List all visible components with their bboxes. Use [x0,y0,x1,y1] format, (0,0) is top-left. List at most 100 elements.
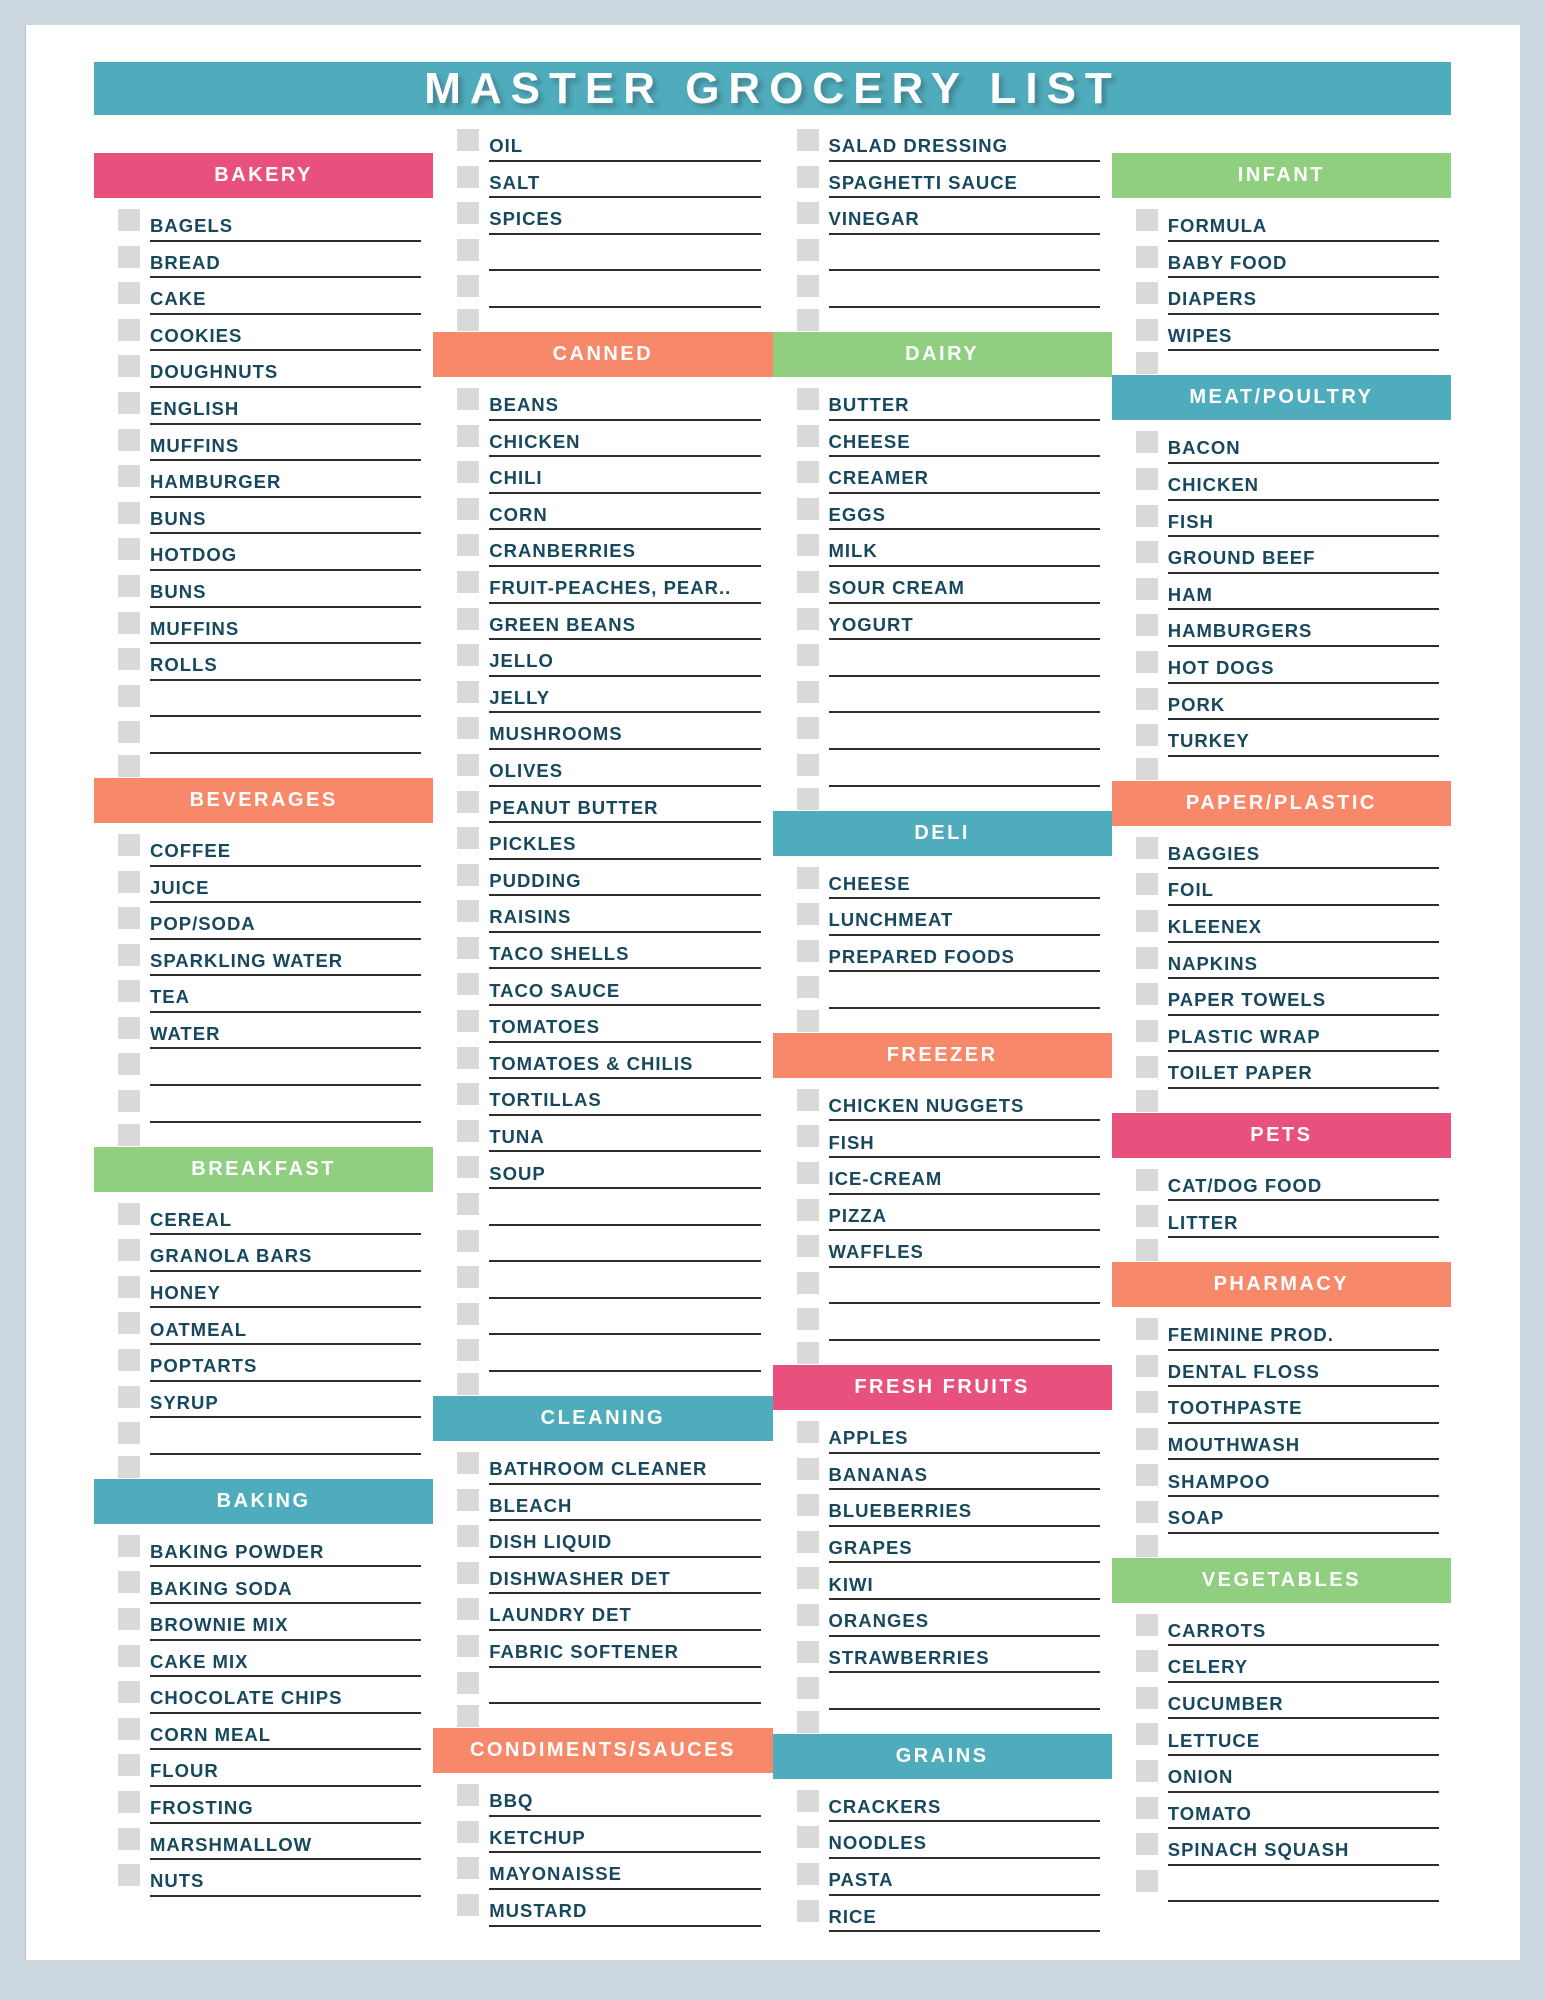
item-checkbox[interactable] [796,1604,819,1626]
item-checkbox[interactable] [118,980,140,1003]
item-checkbox[interactable] [1135,1833,1158,1856]
item-checkbox[interactable] [1135,1650,1158,1673]
item-checkbox[interactable] [457,936,480,959]
item-checkbox[interactable] [796,1271,819,1294]
item-checkbox[interactable] [457,1784,480,1807]
item-checkbox[interactable] [1135,1534,1158,1557]
item-checkbox[interactable] [796,534,819,557]
item-checkbox[interactable] [1135,1318,1158,1341]
item-checkbox[interactable] [796,939,819,962]
item-checkbox[interactable] [796,1009,819,1032]
item-checkbox[interactable] [118,1422,140,1445]
item-checkbox[interactable] [1135,1168,1158,1191]
item-checkbox[interactable] [796,1421,819,1444]
item-checkbox[interactable] [118,1202,140,1225]
item-checkbox[interactable] [796,680,819,703]
item-checkbox[interactable] [118,209,140,231]
item-checkbox[interactable] [1135,467,1158,490]
item-checkbox[interactable] [796,1494,819,1517]
item-checkbox[interactable] [457,238,480,261]
item-checkbox[interactable] [1135,245,1158,268]
item-checkbox[interactable] [457,1820,480,1843]
item-checkbox[interactable] [796,1826,819,1849]
item-checkbox[interactable] [118,391,140,414]
item-checkbox[interactable] [118,1053,140,1076]
item-checkbox[interactable] [457,424,480,447]
item-checkbox[interactable] [1135,1089,1158,1112]
item-checkbox[interactable] [457,165,480,188]
item-checkbox[interactable] [457,129,480,151]
item-checkbox[interactable] [1135,983,1158,1006]
item-checkbox[interactable] [118,245,140,268]
item-checkbox[interactable] [118,721,140,744]
item-checkbox[interactable] [1135,318,1158,341]
item-checkbox[interactable] [796,461,819,484]
item-checkbox[interactable] [1135,352,1158,375]
item-checkbox[interactable] [796,238,819,261]
item-checkbox[interactable] [457,1229,480,1252]
item-checkbox[interactable] [1135,614,1158,637]
item-checkbox[interactable] [796,497,819,520]
item-checkbox[interactable] [796,1530,819,1553]
item-checkbox[interactable] [457,1857,480,1880]
item-checkbox[interactable] [796,387,819,410]
item-checkbox[interactable] [118,355,140,378]
item-checkbox[interactable] [118,611,140,634]
item-checkbox[interactable] [796,1789,819,1812]
item-checkbox[interactable] [457,387,480,410]
item-checkbox[interactable] [796,1235,819,1258]
item-checkbox[interactable] [796,644,819,667]
item-checkbox[interactable] [118,538,140,561]
item-checkbox[interactable] [118,1608,140,1630]
item-checkbox[interactable] [796,570,819,593]
item-checkbox[interactable] [1135,1686,1158,1709]
item-checkbox[interactable] [457,644,480,667]
item-checkbox[interactable] [457,461,480,484]
item-checkbox[interactable] [457,827,480,850]
item-checkbox[interactable] [457,863,480,886]
item-checkbox[interactable] [796,308,819,331]
item-checkbox[interactable] [1135,1205,1158,1228]
item-checkbox[interactable] [796,129,819,151]
item-checkbox[interactable] [118,1312,140,1335]
item-checkbox[interactable] [118,1717,140,1740]
item-checkbox[interactable] [118,574,140,597]
item-checkbox[interactable] [457,607,480,630]
item-checkbox[interactable] [796,1677,819,1700]
item-checkbox[interactable] [457,1083,480,1106]
item-checkbox[interactable] [1135,1760,1158,1782]
item-checkbox[interactable] [1135,1723,1158,1746]
item-checkbox[interactable] [118,1754,140,1777]
item-checkbox[interactable] [457,308,480,331]
item-checkbox[interactable] [118,1864,140,1887]
item-checkbox[interactable] [457,1452,480,1474]
item-checkbox[interactable] [796,1342,819,1365]
item-checkbox[interactable] [457,753,480,776]
item-checkbox[interactable] [1135,431,1158,454]
item-checkbox[interactable] [118,1681,140,1704]
item-checkbox[interactable] [1135,541,1158,564]
item-checkbox[interactable] [1135,577,1158,600]
item-checkbox[interactable] [118,318,140,341]
item-checkbox[interactable] [1135,282,1158,305]
item-checkbox[interactable] [457,1046,480,1069]
item-checkbox[interactable] [1135,836,1158,859]
item-checkbox[interactable] [118,1275,140,1298]
item-checkbox[interactable] [457,1339,480,1362]
item-checkbox[interactable] [457,1373,480,1395]
item-checkbox[interactable] [457,1893,480,1916]
item-checkbox[interactable] [796,1088,819,1111]
item-checkbox[interactable] [796,903,819,926]
item-checkbox[interactable] [457,275,480,298]
item-checkbox[interactable] [457,717,480,740]
item-checkbox[interactable] [457,680,480,703]
item-checkbox[interactable] [118,1016,140,1039]
item-checkbox[interactable] [118,1239,140,1262]
item-checkbox[interactable] [796,1862,819,1885]
item-checkbox[interactable] [457,202,480,225]
item-checkbox[interactable] [1135,1501,1158,1524]
item-checkbox[interactable] [796,1308,819,1331]
item-checkbox[interactable] [457,1488,480,1511]
item-checkbox[interactable] [457,900,480,923]
item-checkbox[interactable] [118,1644,140,1667]
